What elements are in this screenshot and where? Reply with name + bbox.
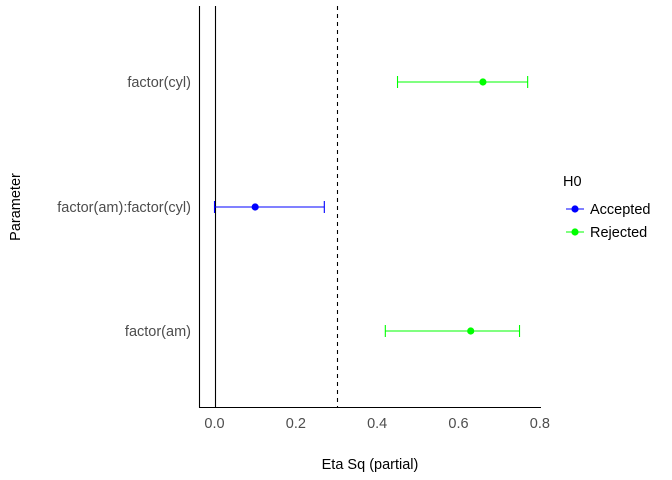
point-estimate — [251, 203, 259, 211]
legend-key-point — [571, 228, 579, 236]
legend-title: H0 — [563, 174, 582, 190]
y-axis-title: Parameter — [8, 173, 24, 241]
x-tick-label: 0.8 — [530, 416, 550, 432]
point-estimate — [467, 327, 475, 335]
legend-entry-rejected: Rejected — [566, 225, 647, 241]
estimate-factor(cyl) — [396, 76, 529, 88]
legend-key-point — [571, 205, 579, 213]
x-axis-title: Eta Sq (partial) — [322, 457, 419, 473]
y-tick-label: factor(cyl) — [127, 75, 191, 91]
y-tick-labels: factor(cyl) factor(am):factor(cyl) factor(… — [57, 75, 191, 340]
legend-label: Accepted — [590, 202, 650, 218]
x-tick-label: 0.2 — [286, 416, 306, 432]
legend: H0 Accepted Rejected — [563, 174, 650, 241]
x-tick-label: 0.0 — [204, 416, 224, 432]
axes — [198, 6, 541, 409]
x-tick-labels: 0.0 0.2 0.4 0.6 0.8 — [204, 416, 550, 432]
estimate-factor(am):factor(cyl) — [213, 201, 325, 213]
y-tick-label: factor(am) — [125, 324, 191, 340]
x-tick-label: 0.4 — [367, 416, 387, 432]
y-tick-label: factor(am):factor(cyl) — [57, 200, 191, 216]
point-estimate — [479, 78, 487, 86]
data-marks — [213, 76, 529, 337]
x-tick-label: 0.6 — [448, 416, 468, 432]
legend-entry-accepted: Accepted — [566, 202, 650, 218]
legend-label: Rejected — [590, 225, 647, 241]
estimate-factor(am) — [384, 325, 521, 337]
